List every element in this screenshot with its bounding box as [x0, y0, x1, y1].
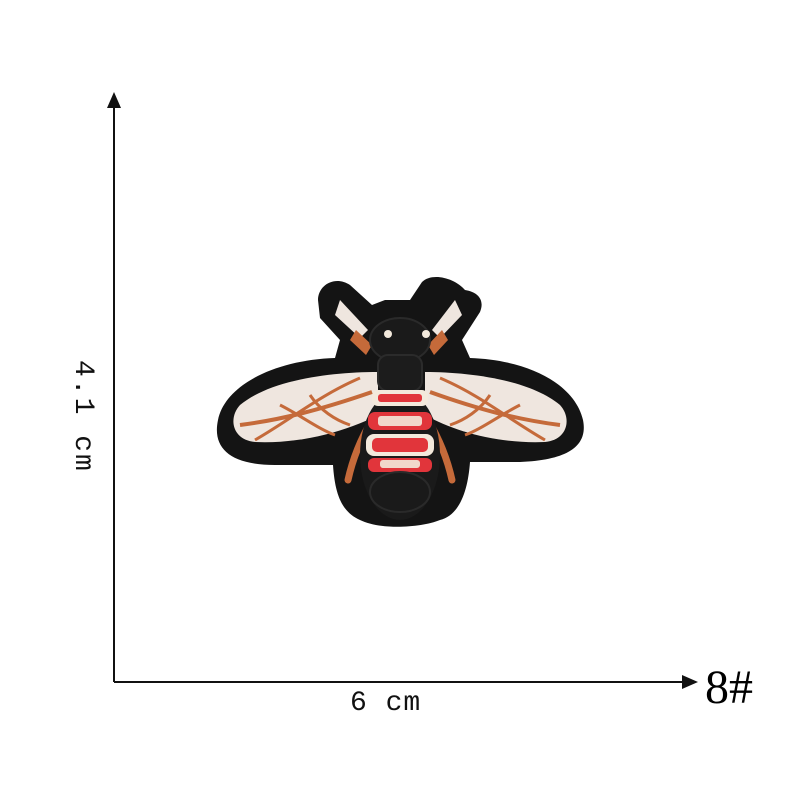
- product-code-label: 8#: [705, 661, 753, 714]
- bee-patch-icon: [216, 276, 584, 527]
- arrow-right-icon: [682, 675, 698, 689]
- height-dimension-label: 4.1 cm: [67, 360, 98, 473]
- bee-abdomen: [360, 390, 440, 520]
- arrow-up-icon: [107, 92, 121, 108]
- width-dimension-label: 6 cm: [350, 688, 422, 719]
